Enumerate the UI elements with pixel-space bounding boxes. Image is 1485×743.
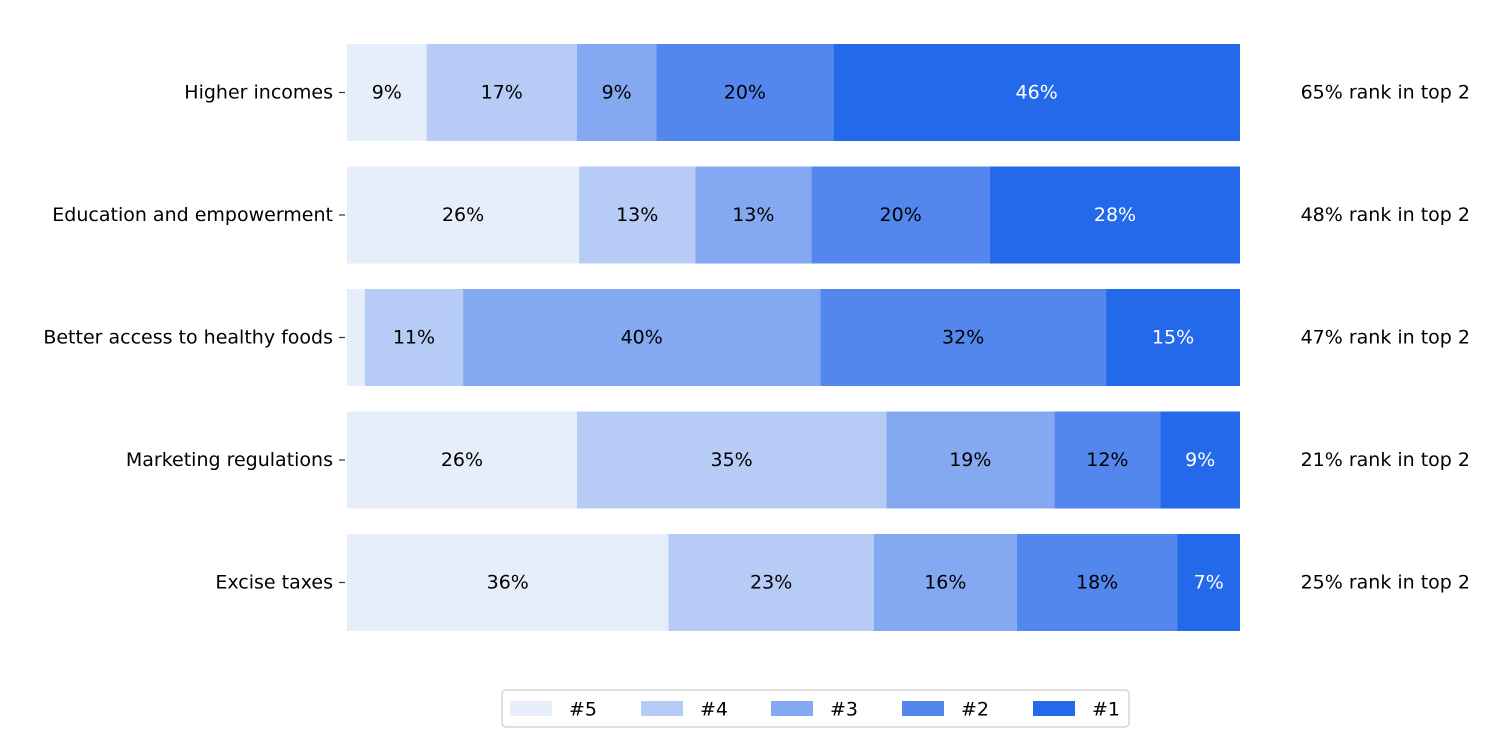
bar-segment-rank4-row3 <box>576 411 887 509</box>
bar-segment-rank3-row2 <box>463 289 821 386</box>
top2-annotation: 48% rank in top 2 <box>1301 204 1470 226</box>
category-label: Education and empowerment <box>52 204 333 226</box>
bar-segment-rank5-row4 <box>347 534 669 631</box>
legend-swatch <box>1033 701 1075 716</box>
bar-segment-label: 9% <box>1185 449 1215 471</box>
top2-annotation: 21% rank in top 2 <box>1301 449 1470 471</box>
legend-label: #3 <box>830 699 858 721</box>
legend-label: #1 <box>1092 699 1120 721</box>
bar-segment-label: 32% <box>942 327 984 349</box>
bar-segment-label: 17% <box>481 82 523 104</box>
bar-segment-label: 13% <box>732 204 774 226</box>
legend-swatch <box>641 701 683 716</box>
legend-swatch <box>902 701 944 716</box>
bar-segment-label: 26% <box>442 204 484 226</box>
bar-segment-label: 20% <box>724 82 766 104</box>
bar-segment-rank2-row0 <box>656 44 834 141</box>
legend-swatch <box>510 701 552 716</box>
bar-segment-label: 9% <box>372 82 402 104</box>
top2-annotation: 25% rank in top 2 <box>1301 572 1470 594</box>
category-label: Higher incomes <box>184 82 333 104</box>
bar-segment-label: 40% <box>621 327 663 349</box>
bar-segment-rank1-row3 <box>1160 411 1240 509</box>
bar-segment-rank2-row1 <box>811 166 990 264</box>
legend-label: #2 <box>961 699 989 721</box>
bar-segment-label: 13% <box>616 204 658 226</box>
bar-segment-rank3-row4 <box>873 534 1017 631</box>
bar-segment-rank4-row1 <box>579 166 696 264</box>
bar-segment-label: 18% <box>1076 572 1118 594</box>
bar-segment-label: 46% <box>1016 82 1058 104</box>
bar-segment-rank3-row1 <box>695 166 812 264</box>
top2-annotations: 65% rank in top 2 48% rank in top 2 47% ra… <box>1301 82 1470 594</box>
bar-segment-label: 11% <box>393 327 435 349</box>
bar-segment-rank3-row3 <box>886 411 1055 509</box>
bar-segment-rank4-row4 <box>668 534 874 631</box>
bar-segment-label: 35% <box>710 449 752 471</box>
category-axis: Higher incomes Education and empowerment B… <box>43 82 345 594</box>
top2-annotation: 65% rank in top 2 <box>1301 82 1470 104</box>
bar-segment-rank1-row0 <box>833 44 1240 141</box>
bar-segment-label: 16% <box>924 572 966 594</box>
bar-segment-label: 19% <box>949 449 991 471</box>
bar-segment-rank2-row2 <box>820 289 1107 386</box>
bar-segment-label: 12% <box>1086 449 1128 471</box>
bar-segment-rank5-row1 <box>347 166 580 264</box>
bar-segment-rank4-row2 <box>364 289 464 386</box>
bar-segment-label: 20% <box>880 204 922 226</box>
bar-segment-rank1-row1 <box>989 166 1240 264</box>
bar-segment-label: 28% <box>1094 204 1136 226</box>
bar-segment-rank1-row2 <box>1106 289 1240 386</box>
bar-segment-rank5-row2 <box>347 289 365 386</box>
legend-box <box>501 689 1130 728</box>
category-label: Better access to healthy foods <box>43 327 333 349</box>
bar-segment-rank4-row0 <box>426 44 577 141</box>
category-label: Excise taxes <box>215 572 333 594</box>
legend: #5 #4 #3 #2 #1 <box>501 689 1130 728</box>
legend-label: #5 <box>569 699 597 721</box>
category-label: Marketing regulations <box>126 449 333 471</box>
bar-segment-rank2-row4 <box>1016 534 1178 631</box>
bar-segment-rank3-row0 <box>576 44 657 141</box>
bar-segment-label: 9% <box>602 82 632 104</box>
legend-label: #4 <box>700 699 728 721</box>
bar-area: 9% 17% 9% 20% 46% 26% 13% 13% 20% 28% 11% 40% 32% 15%… <box>347 44 1240 631</box>
bar-segment-rank2-row3 <box>1054 411 1161 509</box>
bar-segment-rank5-row0 <box>347 44 427 141</box>
bar-segment-label: 26% <box>441 449 483 471</box>
legend-swatch <box>771 701 813 716</box>
bar-segment-label: 7% <box>1194 572 1224 594</box>
bar-segment-label: 36% <box>487 572 529 594</box>
bar-segment-label: 23% <box>750 572 792 594</box>
bar-segment-rank5-row3 <box>347 411 577 509</box>
bar-segment-rank1-row4 <box>1177 534 1240 631</box>
top2-annotation: 47% rank in top 2 <box>1301 327 1470 349</box>
bar-segment-label: 15% <box>1152 327 1194 349</box>
